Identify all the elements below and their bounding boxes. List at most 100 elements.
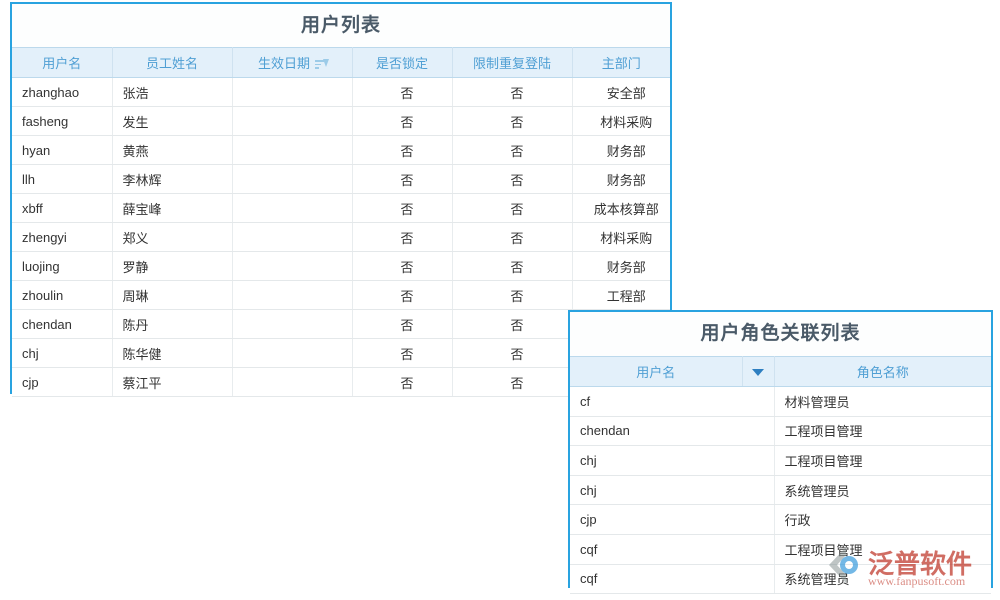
- column-header-locked[interactable]: 是否锁定: [352, 47, 453, 78]
- cell-locked: 否: [352, 77, 453, 107]
- cell-role-name: 系统管理员: [774, 475, 991, 506]
- cell-employee-name: 周琳: [112, 280, 233, 310]
- table-row[interactable]: chendan 陈丹 否否: [12, 309, 670, 339]
- column-header-effective-date-label: 生效日期: [257, 56, 310, 71]
- table-row[interactable]: hyan 黄燕否否财务部: [12, 135, 670, 165]
- cell-department: 财务部: [572, 135, 670, 165]
- cell-role-name: 工程项目管理: [774, 445, 991, 476]
- cell-employee-name: 陈华健: [112, 338, 233, 368]
- cell-locked: 否: [352, 280, 453, 310]
- column-header-limit-repeat-login[interactable]: 限制重复登陆: [452, 47, 573, 78]
- table-row[interactable]: zhengyi 郑义否否材料采购: [12, 222, 670, 252]
- cell-employee-name: 郑义: [112, 222, 233, 252]
- table-row[interactable]: zhanghao 张浩否否安全部: [12, 77, 670, 107]
- table-row[interactable]: chj 系统管理员: [570, 475, 991, 506]
- table-row[interactable]: zhoulin 周琳否否工程部: [12, 280, 670, 310]
- user-role-table: 用户名 角色名称 cf 材料管理员 chendan 工程项目管理 chj 工程项目管理 ch…: [570, 356, 991, 595]
- table-row[interactable]: chendan 工程项目管理: [570, 416, 991, 447]
- cell-employee-name: 薛宝峰: [112, 193, 233, 223]
- cell-username: hyan: [12, 135, 113, 165]
- cell-limit-repeat-login: 否: [452, 135, 573, 165]
- cell-department: 成本核算部: [572, 193, 670, 223]
- column-header-role-username[interactable]: 用户名: [570, 356, 743, 387]
- cell-limit-repeat-login: 否: [452, 338, 573, 368]
- cell-username: zhengyi: [12, 222, 113, 252]
- column-header-effective-date[interactable]: 生效日期: [232, 47, 353, 78]
- cell-locked: 否: [352, 106, 453, 136]
- cell-employee-name: 发生: [112, 106, 233, 136]
- cell-role-username: chj: [570, 475, 775, 506]
- cell-role-username: cjp: [570, 504, 775, 535]
- cell-role-username: cqf: [570, 534, 775, 565]
- column-header-employee-name[interactable]: 员工姓名: [112, 47, 233, 78]
- cell-username: zhanghao: [12, 77, 113, 107]
- cell-username: fasheng: [12, 106, 113, 136]
- cell-employee-name: 李林辉: [112, 164, 233, 194]
- table-row[interactable]: cf 材料管理员: [570, 386, 991, 417]
- user-list-header-row: 用户名 员工姓名 生效日期 是否锁定 限制重复登陆 主部门: [12, 47, 670, 78]
- table-row[interactable]: fasheng 发生否否材料采购: [12, 106, 670, 136]
- cell-username: zhoulin: [12, 280, 113, 310]
- cell-locked: 否: [352, 222, 453, 252]
- cell-role-username: chj: [570, 445, 775, 476]
- cell-role-name: 工程项目管理: [774, 534, 991, 565]
- table-row[interactable]: xbff 薛宝峰否否成本核算部: [12, 193, 670, 223]
- cell-role-username: chendan: [570, 416, 775, 447]
- cell-effective-date: [232, 251, 353, 281]
- cell-employee-name: 蔡江平: [112, 367, 233, 397]
- column-header-department[interactable]: 主部门: [572, 47, 670, 78]
- user-role-header-row: 用户名 角色名称: [570, 356, 991, 387]
- column-header-username[interactable]: 用户名: [12, 47, 113, 78]
- cell-department: 财务部: [572, 251, 670, 281]
- cell-username: xbff: [12, 193, 113, 223]
- table-row[interactable]: cqf 工程项目管理: [570, 534, 991, 565]
- table-row[interactable]: chj 工程项目管理: [570, 445, 991, 476]
- table-row[interactable]: luojing 罗静否否财务部: [12, 251, 670, 281]
- cell-limit-repeat-login: 否: [452, 251, 573, 281]
- cell-limit-repeat-login: 否: [452, 164, 573, 194]
- cell-department: 工程部: [572, 280, 670, 310]
- cell-username: llh: [12, 164, 113, 194]
- cell-locked: 否: [352, 251, 453, 281]
- user-list-table: 用户名 员工姓名 生效日期 是否锁定 限制重复登陆 主部门 zhanghao 张浩…: [12, 47, 670, 397]
- cell-effective-date: [232, 164, 353, 194]
- cell-limit-repeat-login: 否: [452, 106, 573, 136]
- column-header-role-name[interactable]: 角色名称: [774, 356, 991, 387]
- table-row[interactable]: cqf 系统管理员: [570, 564, 991, 595]
- table-row[interactable]: llh 李林辉否否财务部: [12, 164, 670, 194]
- cell-effective-date: [232, 222, 353, 252]
- cell-locked: 否: [352, 367, 453, 397]
- sort-icon[interactable]: [315, 59, 329, 70]
- cell-limit-repeat-login: 否: [452, 222, 573, 252]
- cell-department: 安全部: [572, 77, 670, 107]
- cell-department: 材料采购: [572, 106, 670, 136]
- cell-locked: 否: [352, 338, 453, 368]
- user-role-panel: 用户角色关联列表 用户名 角色名称 cf 材料管理员 chendan 工程项目管理 ch…: [568, 310, 993, 595]
- cell-employee-name: 罗静: [112, 251, 233, 281]
- cell-limit-repeat-login: 否: [452, 77, 573, 107]
- cell-role-username: cqf: [570, 564, 775, 595]
- caret-down-icon: [752, 369, 764, 377]
- cell-role-name: 系统管理员: [774, 564, 991, 595]
- column-filter-dropdown[interactable]: [742, 356, 775, 387]
- cell-effective-date: [232, 135, 353, 165]
- cell-role-name: 材料管理员: [774, 386, 991, 417]
- cell-role-name: 行政: [774, 504, 991, 535]
- user-list-panel: 用户列表 用户名 员工姓名 生效日期 是否锁定 限制重复登陆 主部门 zhang…: [10, 2, 672, 397]
- cell-limit-repeat-login: 否: [452, 367, 573, 397]
- table-row[interactable]: cjp 行政: [570, 504, 991, 535]
- cell-limit-repeat-login: 否: [452, 280, 573, 310]
- cell-effective-date: [232, 193, 353, 223]
- cell-role-name: 工程项目管理: [774, 416, 991, 447]
- cell-locked: 否: [352, 193, 453, 223]
- cell-username: luojing: [12, 251, 113, 281]
- cell-limit-repeat-login: 否: [452, 193, 573, 223]
- cell-effective-date: [232, 309, 353, 339]
- cell-employee-name: 陈丹: [112, 309, 233, 339]
- cell-username: chj: [12, 338, 113, 368]
- user-list-title: 用户列表: [12, 4, 670, 47]
- cell-role-username: cf: [570, 386, 775, 417]
- cell-locked: 否: [352, 309, 453, 339]
- cell-employee-name: 黄燕: [112, 135, 233, 165]
- cell-effective-date: [232, 106, 353, 136]
